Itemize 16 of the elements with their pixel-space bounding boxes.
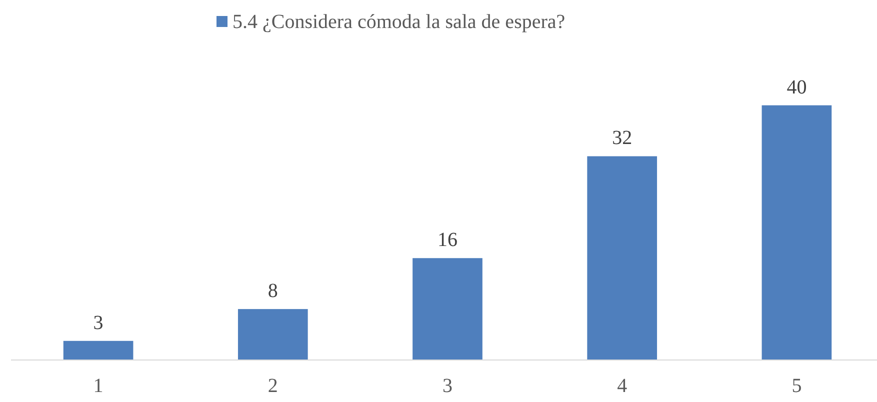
bar: [63, 340, 134, 360]
bar: [412, 258, 482, 360]
data-label: 8: [268, 280, 278, 302]
x-tick-label: 3: [442, 375, 452, 397]
x-tick-label: 4: [617, 375, 628, 397]
data-label: 32: [612, 127, 632, 150]
data-label: 3: [93, 312, 104, 334]
data-label: 16: [438, 229, 458, 252]
x-tick-label: 5: [792, 375, 802, 397]
bar: [587, 156, 658, 360]
legend-label: 5.4 ¿Considera cómoda la sala de espera?: [232, 11, 566, 33]
x-tick-label: 2: [268, 375, 278, 397]
bar: [762, 105, 832, 360]
x-tick-label: 1: [93, 375, 104, 397]
bar: [238, 309, 308, 360]
data-label: 40: [786, 76, 807, 98]
